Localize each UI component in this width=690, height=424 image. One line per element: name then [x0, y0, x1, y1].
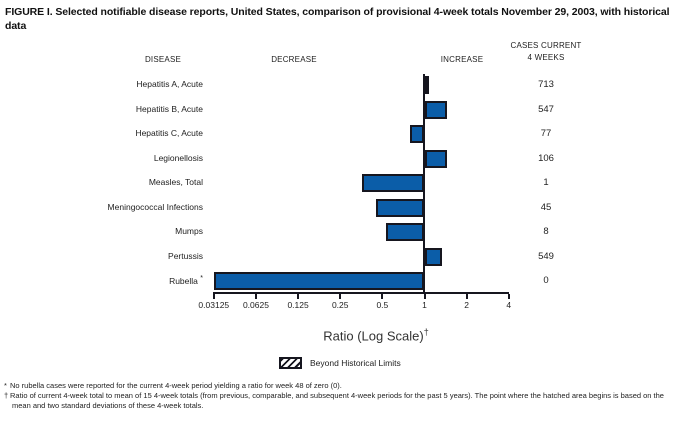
footnote: † Ratio of current 4-week total to mean o…: [4, 391, 684, 411]
column-header-decrease: DECREASE: [271, 55, 317, 64]
column-header-increase: INCREASE: [440, 55, 484, 64]
disease-label-text: Legionellosis: [153, 152, 203, 163]
x-axis-label: Ratio (Log Scale)†: [291, 327, 461, 343]
disease-label-text: Hepatitis A, Acute: [136, 79, 203, 89]
x-axis-label-dagger: †: [423, 327, 429, 337]
disease-label-text: Measles, Total: [148, 177, 203, 187]
disease-label-text: Hepatitis B, Acute: [135, 103, 203, 114]
footnote-marker: †: [4, 390, 9, 400]
axis-tick-label: 0.0625: [242, 300, 269, 310]
disease-label-text: Mumps: [175, 226, 203, 236]
axis-tick: [465, 294, 468, 299]
axis-tick-label: 0.03125: [198, 300, 230, 310]
disease-label-text: Pertussis: [168, 250, 203, 261]
disease-label: Rubella *: [0, 275, 203, 286]
disease-label-text: Meningococcal Infections: [107, 201, 203, 212]
footnote: * No rubella cases were reported for the …: [4, 381, 684, 391]
axis-tick: [507, 294, 510, 299]
disease-label: Hepatitis B, Acute: [0, 104, 203, 114]
axis-tick-label: 2: [464, 300, 469, 310]
axis-tick: [381, 294, 384, 299]
disease-label: Meningococcal Infections: [0, 202, 203, 212]
column-header-cases-line2: 4 WEEKS: [527, 52, 565, 62]
footnote-marker: *: [4, 381, 7, 390]
figure-title: FIGURE I. Selected notifiable disease re…: [5, 6, 670, 33]
axis-tick: [254, 294, 257, 299]
ratio-bar: [424, 149, 447, 168]
ratio-bar: [424, 100, 448, 119]
axis-tick: [423, 294, 426, 299]
cases-value: 549: [538, 250, 554, 262]
cases-value: 1: [543, 177, 549, 188]
axis-tick-label: 4: [506, 300, 512, 310]
axis-tick: [339, 294, 342, 299]
disease-label: Legionellosis: [0, 153, 203, 163]
column-header-disease: DISEASE: [144, 55, 182, 64]
cases-value: 547: [538, 103, 554, 115]
footnotes: * No rubella cases were reported for the …: [4, 381, 684, 411]
ratio-bar: [424, 76, 429, 94]
axis-tick-label: 0.5: [376, 300, 389, 310]
axis-tick-label: 1: [422, 300, 427, 310]
cases-value: 713: [538, 79, 554, 90]
cases-value: 8: [543, 226, 549, 237]
disease-label: Hepatitis C, Acute: [0, 128, 203, 138]
cases-value: 0: [543, 275, 549, 286]
disease-label: Pertussis: [0, 251, 203, 261]
ratio-bar: [424, 247, 443, 266]
footnote-text: Ratio of current 4-week total to mean of…: [10, 390, 664, 410]
axis-tick-label: 0.125: [287, 300, 309, 310]
cases-value: 77: [540, 128, 552, 139]
disease-label: Measles, Total: [0, 177, 203, 187]
axis-tick-label: 0.25: [331, 300, 349, 310]
hatched-swatch-icon: [279, 357, 302, 369]
disease-label: Mumps: [0, 226, 203, 236]
axis-tick: [297, 294, 300, 299]
legend-label: Beyond Historical Limits: [310, 358, 401, 368]
cases-value: 106: [538, 152, 554, 164]
x-axis-label-text: Ratio (Log Scale): [323, 328, 424, 344]
column-header-cases: CASES CURRENT 4 WEEKS: [485, 40, 607, 63]
ratio-bar: [375, 198, 425, 217]
disease-label-text: Rubella: [169, 275, 198, 286]
footnote-text: No rubella cases were reported for the c…: [10, 381, 342, 390]
footnote-marker: *: [200, 275, 203, 282]
column-header-cases-line1: CASES CURRENT: [510, 41, 582, 50]
ratio-bar: [385, 223, 425, 241]
ratio-bar: [410, 125, 425, 143]
cases-value: 45: [540, 201, 552, 213]
ratio-bar: [362, 174, 425, 192]
ratio-bar: [213, 272, 425, 290]
disease-label-text: Hepatitis C, Acute: [135, 128, 203, 138]
disease-label: Hepatitis A, Acute: [0, 79, 203, 89]
axis-tick: [212, 294, 215, 299]
x-axis-line: [213, 292, 509, 294]
